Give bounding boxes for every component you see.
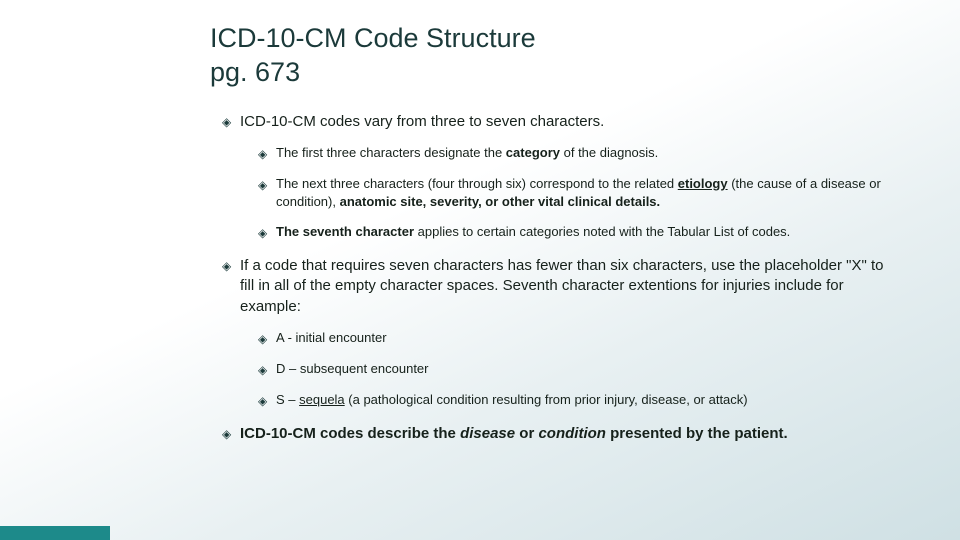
diamond-bullet-icon: ◈ [258,391,276,410]
list-item-text: ICD-10-CM codes describe the disease or … [240,424,900,444]
list-item: ◈ICD-10-CM codes describe the disease or… [222,424,900,444]
list-item-text: S – sequela (a pathological condition re… [276,391,900,409]
slide: ICD-10-CM Code Structure pg. 673 ◈ICD-10… [0,0,960,540]
diamond-bullet-icon: ◈ [258,360,276,379]
list-item-text: The next three characters (four through … [276,175,900,211]
diamond-bullet-icon: ◈ [222,424,240,443]
bullet-list: ◈The first three characters designate th… [258,144,900,242]
list-item: ◈D – subsequent encounter [258,360,900,379]
list-item-text: If a code that requires seven characters… [240,256,900,317]
list-item: ◈ICD-10-CM codes vary from three to seve… [222,112,900,243]
diamond-bullet-icon: ◈ [258,175,276,194]
diamond-bullet-icon: ◈ [258,329,276,348]
diamond-bullet-icon: ◈ [258,144,276,163]
title-line-1: ICD-10-CM Code Structure [210,23,536,53]
page-title: ICD-10-CM Code Structure pg. 673 [210,22,900,90]
bullet-list: ◈ICD-10-CM codes vary from three to seve… [222,112,900,445]
diamond-bullet-icon: ◈ [222,256,240,275]
list-item: ◈The first three characters designate th… [258,144,900,163]
list-item: ◈The seventh character applies to certai… [258,223,900,242]
list-item-text: The seventh character applies to certain… [276,223,900,241]
bullet-list: ◈A - initial encounter◈D – subsequent en… [258,329,900,410]
list-item-text: A - initial encounter [276,329,900,347]
list-item: ◈A - initial encounter [258,329,900,348]
list-item-text: D – subsequent encounter [276,360,900,378]
list-item: ◈S – sequela (a pathological condition r… [258,391,900,410]
list-item-text: ICD-10-CM codes vary from three to seven… [240,112,900,132]
diamond-bullet-icon: ◈ [222,112,240,131]
list-item-text: The first three characters designate the… [276,144,900,162]
diamond-bullet-icon: ◈ [258,223,276,242]
content-area: ICD-10-CM Code Structure pg. 673 ◈ICD-10… [210,22,900,458]
list-item: ◈If a code that requires seven character… [222,256,900,410]
accent-bar [0,526,110,540]
title-line-2: pg. 673 [210,57,300,87]
list-item: ◈The next three characters (four through… [258,175,900,211]
